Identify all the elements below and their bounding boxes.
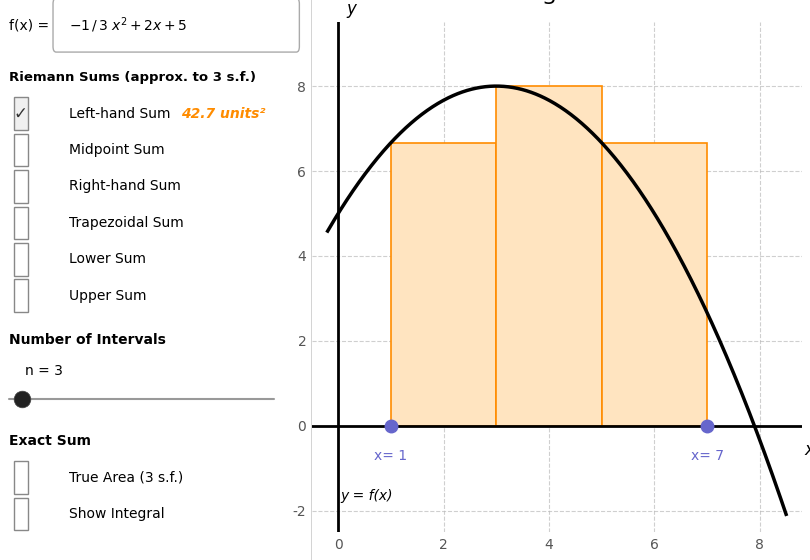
- Text: Midpoint Sum: Midpoint Sum: [69, 143, 164, 157]
- FancyBboxPatch shape: [14, 97, 28, 130]
- Text: Lower Sum: Lower Sum: [69, 252, 146, 266]
- Bar: [497, 86, 602, 426]
- Text: Left-hand Sum: Left-hand Sum: [69, 107, 170, 121]
- FancyBboxPatch shape: [14, 279, 28, 312]
- Text: 42.7 units²: 42.7 units²: [181, 107, 266, 121]
- FancyBboxPatch shape: [14, 461, 28, 494]
- Text: y = f(x): y = f(x): [341, 489, 394, 503]
- Text: x= 1: x= 1: [374, 449, 407, 463]
- FancyBboxPatch shape: [53, 0, 300, 52]
- Text: Number of Intervals: Number of Intervals: [10, 333, 166, 347]
- FancyBboxPatch shape: [14, 243, 28, 276]
- Text: x: x: [804, 441, 810, 459]
- Text: $-1\,/\,3\;x^2 + 2x + 5$: $-1\,/\,3\;x^2 + 2x + 5$: [69, 16, 187, 35]
- Text: n = 3: n = 3: [25, 364, 63, 378]
- Text: Show Integral: Show Integral: [69, 507, 164, 521]
- FancyBboxPatch shape: [14, 170, 28, 203]
- Text: Trapezoidal Sum: Trapezoidal Sum: [69, 216, 183, 230]
- Bar: [602, 143, 707, 426]
- Text: f(x) =: f(x) =: [10, 18, 49, 32]
- Bar: [391, 143, 497, 426]
- Text: x= 7: x= 7: [691, 449, 723, 463]
- Text: y: y: [346, 0, 356, 18]
- Text: Riemann Sums (approx. to 3 s.f.): Riemann Sums (approx. to 3 s.f.): [10, 71, 256, 84]
- FancyBboxPatch shape: [14, 498, 28, 530]
- Text: ✓: ✓: [14, 105, 28, 123]
- FancyBboxPatch shape: [14, 134, 28, 166]
- Text: Upper Sum: Upper Sum: [69, 288, 146, 302]
- Text: True Area (3 s.f.): True Area (3 s.f.): [69, 470, 183, 484]
- Text: $f(x) = -\dfrac{1}{3}\,x^2 + 2\,x + 5$: $f(x) = -\dfrac{1}{3}\,x^2 + 2\,x + 5$: [455, 0, 678, 7]
- Text: Right-hand Sum: Right-hand Sum: [69, 179, 181, 193]
- Text: Exact Sum: Exact Sum: [10, 434, 92, 448]
- FancyBboxPatch shape: [14, 207, 28, 239]
